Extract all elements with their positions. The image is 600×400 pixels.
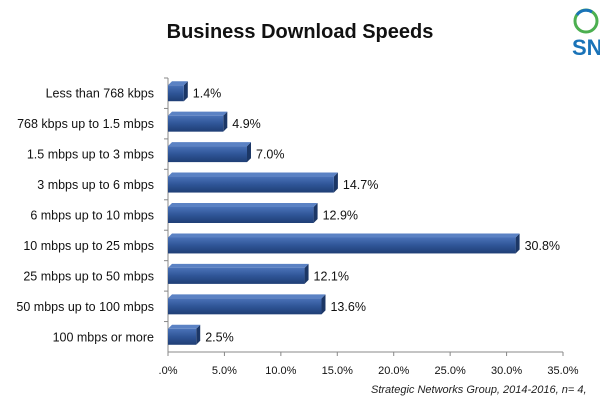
bar-side — [247, 142, 251, 163]
category-label: 25 mbps up to 50 mbps — [23, 269, 154, 283]
data-label: 2.5% — [205, 330, 234, 344]
bar-top — [168, 111, 228, 116]
data-label: 13.6% — [330, 300, 365, 314]
chart-title: Business Download Speeds — [167, 21, 434, 43]
x-tick-label: 25.0% — [435, 365, 466, 377]
data-label: 30.8% — [525, 239, 560, 253]
bar-top — [168, 142, 251, 147]
source-note: Strategic Networks Group, 2014-2016, n= … — [371, 384, 587, 396]
category-label: 10 mbps up to 25 mbps — [23, 239, 154, 253]
bar-top — [168, 294, 326, 299]
bar-side — [196, 324, 201, 345]
bar — [168, 328, 197, 345]
plot-area: .0% 5.0% 10.0% 15.0% 20.0% 25.0% 30.0% 35.0% Les… — [16, 77, 579, 377]
x-tick-label: 5.0% — [212, 365, 237, 377]
bar-top — [168, 324, 201, 329]
data-label: 12.1% — [314, 269, 349, 283]
x-tick-label: 15.0% — [322, 365, 353, 377]
bar — [168, 237, 516, 254]
bar-top — [168, 233, 520, 238]
x-tick-label: 35.0% — [547, 365, 578, 377]
category-label: 768 kbps up to 1.5 mbps — [17, 117, 154, 131]
category-label: 50 mbps up to 100 mbps — [16, 300, 154, 314]
bar — [168, 267, 305, 284]
bar — [168, 207, 314, 223]
x-tick-label: 10.0% — [265, 365, 296, 377]
category-label: Less than 768 kbps — [46, 87, 154, 101]
bar-side — [304, 263, 309, 284]
bar-top — [168, 263, 309, 268]
data-label: 12.9% — [323, 209, 358, 223]
bar — [168, 85, 184, 102]
bar-top — [168, 203, 318, 207]
category-label: 1.5 mbps up to 3 mbps — [27, 148, 154, 162]
x-tick-label: 30.0% — [491, 365, 522, 377]
bar-side — [333, 172, 338, 193]
bar-side — [313, 203, 318, 223]
bar-top — [168, 172, 338, 177]
bar-side — [183, 81, 188, 102]
data-label: 4.9% — [232, 117, 260, 131]
bar — [168, 115, 224, 132]
bar — [168, 176, 334, 193]
data-label: 7.0% — [256, 148, 285, 162]
logo-emblem-arc — [575, 8, 593, 16]
logo: SN — [572, 8, 600, 60]
category-label: 3 mbps up to 6 mbps — [37, 178, 154, 192]
bar — [168, 146, 247, 163]
category-label: 100 mbps or more — [53, 330, 154, 344]
x-tick-label: 20.0% — [378, 365, 409, 377]
x-tick-label: .0% — [159, 365, 178, 377]
data-label: 1.4% — [193, 87, 222, 101]
data-label: 14.7% — [343, 178, 378, 192]
bar-side — [515, 233, 520, 254]
logo-text: SN — [572, 35, 600, 60]
bar-top — [168, 81, 188, 86]
bar — [168, 298, 322, 315]
category-label: 6 mbps up to 10 mbps — [30, 209, 154, 223]
bar-side — [321, 294, 326, 315]
bar-side — [223, 111, 228, 132]
